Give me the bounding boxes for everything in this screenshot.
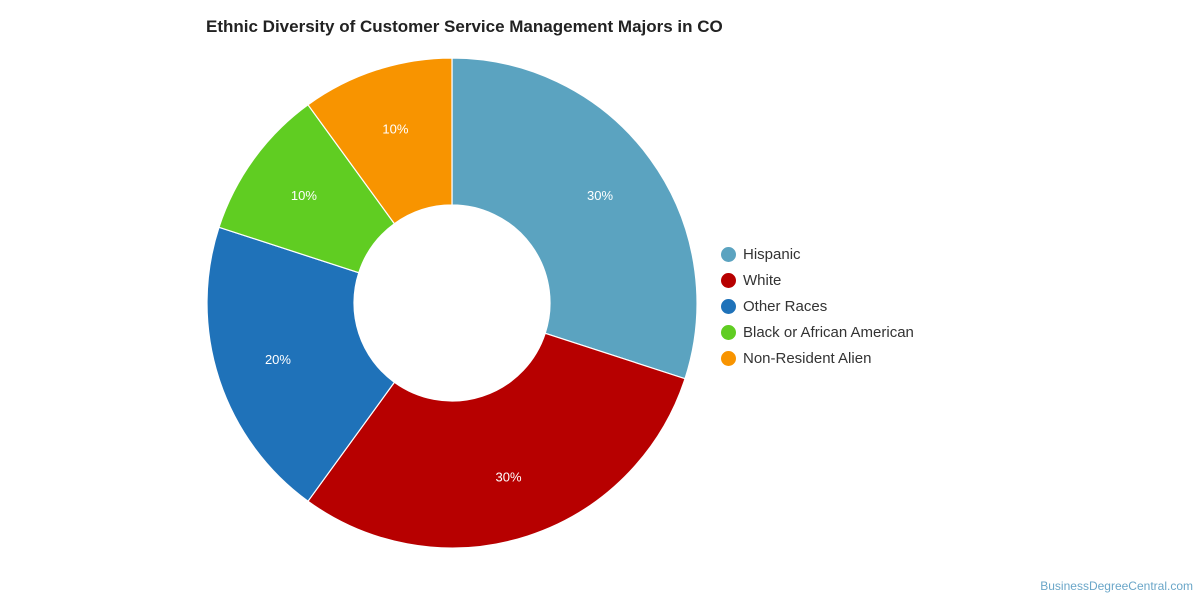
slice-label-hispanic: 30% xyxy=(587,188,613,203)
slice-hispanic[interactable] xyxy=(451,57,698,380)
legend-item-hispanic[interactable]: Hispanic xyxy=(721,241,914,267)
slice-label-white: 30% xyxy=(496,470,522,485)
legend-label: Non-Resident Alien xyxy=(743,349,872,367)
legend-swatch-icon xyxy=(721,350,736,366)
source-credit[interactable]: BusinessDegreeCentral.com xyxy=(1040,579,1193,593)
chart-legend: Hispanic White Other Races Black or African… xyxy=(721,241,914,371)
legend-swatch-icon xyxy=(721,246,736,262)
slice-label-non-resident-alien: 10% xyxy=(382,121,408,136)
legend-label: Other Races xyxy=(743,297,828,315)
legend-label: Hispanic xyxy=(743,245,801,263)
slice-other-races[interactable] xyxy=(206,226,396,503)
legend-swatch-icon xyxy=(721,324,736,340)
slice-non-resident-alien[interactable] xyxy=(307,57,453,225)
legend-label: White xyxy=(743,271,782,289)
slice-white[interactable] xyxy=(307,332,686,549)
legend-swatch-icon xyxy=(721,298,736,314)
slice-label-other-races: 20% xyxy=(265,352,291,367)
legend-item-white[interactable]: White xyxy=(721,267,914,293)
slice-label-black-or-african-american: 10% xyxy=(291,188,317,203)
legend-item-other-races[interactable]: Other Races xyxy=(721,293,914,319)
chart-title: Ethnic Diversity of Customer Service Man… xyxy=(206,17,723,36)
legend-item-black-or-african-american[interactable]: Black or African American xyxy=(721,319,914,345)
legend-label: Black or African American xyxy=(743,323,914,341)
legend-swatch-icon xyxy=(721,272,736,288)
legend-item-non-resident-alien[interactable]: Non-Resident Alien xyxy=(721,345,914,371)
